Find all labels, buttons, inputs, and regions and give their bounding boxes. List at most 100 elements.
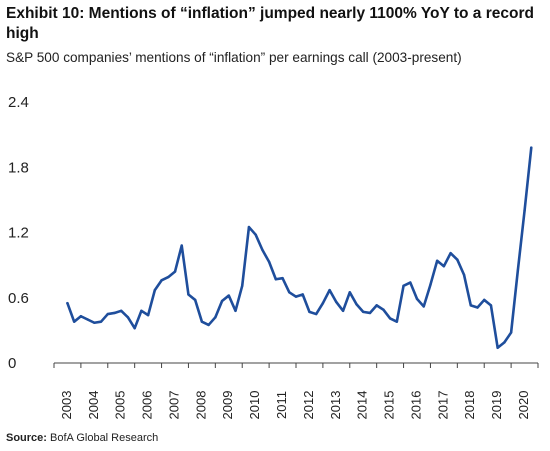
y-tick-label: 0.6 xyxy=(8,290,29,307)
data-point xyxy=(402,284,405,287)
data-point xyxy=(281,276,284,280)
x-tick-label: 2007 xyxy=(166,391,181,420)
data-point xyxy=(146,313,150,317)
data-point xyxy=(456,258,459,261)
data-point xyxy=(469,304,472,307)
data-point xyxy=(435,259,439,262)
data-point xyxy=(388,317,392,320)
data-point xyxy=(462,273,466,277)
data-point xyxy=(314,312,318,316)
data-point xyxy=(86,318,89,321)
data-point xyxy=(153,288,157,292)
x-tick-label: 2005 xyxy=(113,391,128,420)
x-tick-label: 2011 xyxy=(274,391,289,419)
y-tick-labels: 0 0.6 1.2 1.8 2.4 xyxy=(8,94,29,372)
data-point xyxy=(503,341,506,344)
x-tick-label: 2014 xyxy=(355,391,370,420)
x-tick-label: 2003 xyxy=(59,391,74,420)
data-point xyxy=(180,244,183,247)
data-point xyxy=(79,315,83,318)
data-point xyxy=(415,297,419,301)
data-point xyxy=(362,310,365,314)
data-point xyxy=(267,260,271,264)
x-ticks: 2003 2004 2005 2006 2007 2008 2009 2010 2011 2012… xyxy=(53,363,539,420)
x-tick-label: 2008 xyxy=(193,391,208,420)
y-tick-label: 1.2 xyxy=(8,225,29,242)
data-point xyxy=(523,209,526,212)
data-points xyxy=(66,146,533,349)
data-point xyxy=(476,306,479,309)
data-point xyxy=(341,309,345,312)
source-note: Source: BofA Global Research xyxy=(6,431,158,445)
data-point xyxy=(321,301,325,305)
y-tick-label: 2.4 xyxy=(8,94,29,111)
data-point xyxy=(193,298,197,302)
data-point xyxy=(173,270,177,273)
data-point xyxy=(261,248,264,252)
data-point xyxy=(72,320,76,323)
series-line xyxy=(66,146,533,350)
y-tick-label: 0 xyxy=(8,355,16,372)
x-tick-label: 2018 xyxy=(462,391,477,420)
data-point xyxy=(167,275,170,279)
data-point xyxy=(247,225,251,229)
data-point xyxy=(335,300,338,304)
data-point xyxy=(294,295,298,298)
data-point xyxy=(214,316,217,319)
x-tick-label: 2015 xyxy=(382,391,397,420)
data-point xyxy=(140,309,143,312)
data-point xyxy=(133,327,136,330)
x-tick-label: 2013 xyxy=(328,391,343,420)
data-point xyxy=(308,310,311,314)
data-point xyxy=(274,278,278,281)
data-point xyxy=(442,265,446,268)
x-tick-label: 2010 xyxy=(247,391,262,420)
data-point xyxy=(509,331,513,334)
data-point xyxy=(241,284,244,287)
data-point xyxy=(120,309,123,312)
x-tick-label: 2017 xyxy=(435,391,450,420)
data-point xyxy=(227,294,230,297)
data-point xyxy=(449,251,452,255)
data-point xyxy=(126,316,130,319)
source-label: Source: xyxy=(6,432,47,444)
data-point xyxy=(409,281,412,284)
x-tick-label: 2006 xyxy=(140,391,155,420)
x-tick-label: 2016 xyxy=(408,391,423,420)
data-point xyxy=(422,305,425,308)
data-point xyxy=(288,291,291,294)
data-point xyxy=(483,298,486,302)
data-point xyxy=(375,304,378,307)
data-point xyxy=(234,309,237,312)
data-point xyxy=(106,312,109,316)
data-point xyxy=(489,304,493,307)
x-tick-label: 2012 xyxy=(301,391,316,420)
x-tick-label: 2019 xyxy=(489,391,504,420)
data-point xyxy=(187,293,190,296)
data-point xyxy=(301,293,304,296)
data-point xyxy=(382,308,385,311)
y-tick-label: 1.8 xyxy=(8,159,29,176)
x-tick-label: 2004 xyxy=(86,391,101,420)
data-point xyxy=(496,346,499,349)
data-point xyxy=(254,233,257,236)
y-axis: 0 0.6 1.2 1.8 2.4 xyxy=(8,94,29,372)
data-point xyxy=(530,146,533,149)
source-text: BofA Global Research xyxy=(50,432,159,444)
x-tick-label: 2020 xyxy=(516,391,531,420)
data-point xyxy=(66,301,69,305)
x-axis: 2003 2004 2005 2006 2007 2008 2009 2010 2011 2012… xyxy=(53,362,539,420)
chart-subtitle: S&P 500 companies’ mentions of “inflatio… xyxy=(6,50,462,65)
data-point xyxy=(516,269,520,272)
data-point xyxy=(220,299,224,303)
data-point xyxy=(368,311,372,315)
chart-title: Exhibit 10: Mentions of “inflation” jump… xyxy=(6,5,534,42)
data-point xyxy=(113,311,116,315)
data-point xyxy=(429,283,432,286)
data-point xyxy=(328,288,331,292)
data-point xyxy=(207,323,210,327)
plot-area xyxy=(66,146,533,350)
data-point xyxy=(200,320,204,323)
data-point xyxy=(99,320,103,323)
data-point xyxy=(160,279,163,282)
